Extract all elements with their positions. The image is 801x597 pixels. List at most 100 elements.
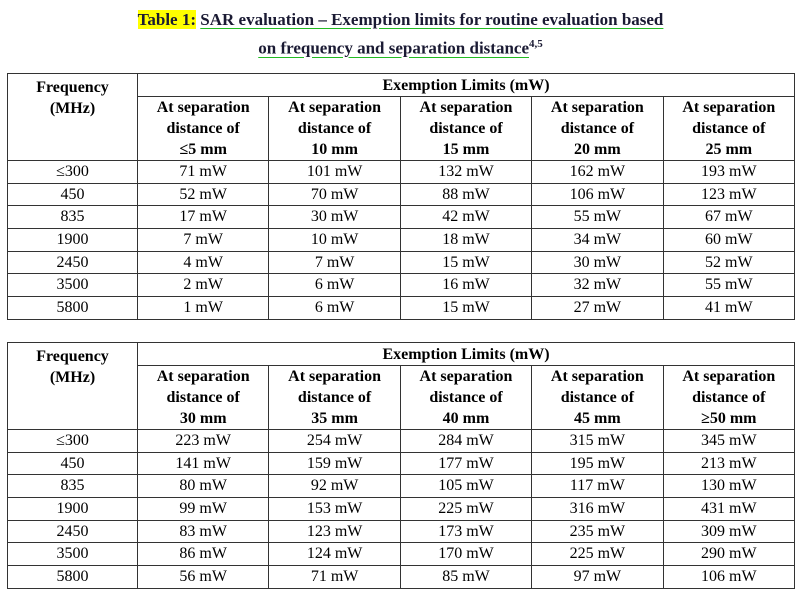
frequency-cell: 3500 xyxy=(7,542,138,567)
table-row: 835 80 mW 92 mW 105 mW 117 mW 130 mW xyxy=(7,474,796,499)
table-caption: Table 1: SAR evaluation – Exemption limi… xyxy=(0,8,801,61)
table-row: 3500 2 mW 6 mW 16 mW 32 mW 55 mW xyxy=(7,273,796,298)
limit-cell: 34 mW xyxy=(531,228,664,252)
limit-cell: 345 mW xyxy=(662,429,796,453)
limit-cell: 284 mW xyxy=(399,429,533,453)
column-header: At separation distance of 25 mm xyxy=(662,96,796,161)
header-line: 35 mm xyxy=(311,410,358,427)
header-line: Frequency xyxy=(36,348,109,365)
limit-cell: 6 mW xyxy=(268,296,401,320)
frequency-cell: 835 xyxy=(7,474,138,499)
caption-text: SAR evaluation – Exemption limits for ro… xyxy=(200,10,664,29)
limit-cell: 193 mW xyxy=(662,160,796,184)
limit-cell: 162 mW xyxy=(531,160,664,184)
header-line: distance of xyxy=(166,120,240,137)
limit-cell: 67 mW xyxy=(662,205,796,230)
table-row: 1900 7 mW 10 mW 18 mW 34 mW 60 mW xyxy=(7,228,796,252)
header-line: 40 mm xyxy=(442,410,490,427)
table-row: ≤300 71 mW 101 mW 132 mW 162 mW 193 mW xyxy=(7,160,796,184)
header-line: distance of xyxy=(429,389,503,406)
limit-cell: 6 mW xyxy=(268,273,401,298)
frequency-cell: 450 xyxy=(7,451,138,476)
header-line: distance of xyxy=(297,120,372,137)
caption-text: on frequency and separation distance xyxy=(258,38,529,58)
limit-cell: 235 mW xyxy=(531,519,664,544)
header-line: distance of xyxy=(692,120,766,137)
header-line: 25 mm xyxy=(705,141,753,158)
header-line: At separation xyxy=(419,368,513,385)
limit-cell: 195 mW xyxy=(531,451,664,476)
limit-cell: 99 mW xyxy=(136,497,270,521)
limit-cell: 159 mW xyxy=(268,451,401,476)
limit-cell: 71 mW xyxy=(268,565,401,589)
header-line: distance of xyxy=(560,120,635,137)
header-line: (MHz) xyxy=(49,369,96,386)
caption-label: Table 1: xyxy=(137,10,197,29)
limit-cell: 4 mW xyxy=(136,250,270,275)
limit-cell: 60 mW xyxy=(662,228,796,252)
group-header-row: Frequency (MHz) Exemption Limits (mW) xyxy=(7,342,796,430)
limit-cell: 30 mW xyxy=(268,205,401,230)
limit-cell: 70 mW xyxy=(268,182,401,207)
header-line: 20 mm xyxy=(574,141,621,158)
header-line: 15 mm xyxy=(442,141,490,158)
header-line: At separation xyxy=(682,99,776,116)
limit-cell: 309 mW xyxy=(662,519,796,544)
frequency-cell: 450 xyxy=(7,182,138,207)
frequency-cell: 5800 xyxy=(7,296,138,320)
limit-cell: 106 mW xyxy=(662,565,796,589)
limit-cell: 56 mW xyxy=(136,565,270,589)
header-line: At separation xyxy=(682,368,776,385)
limit-cell: 10 mW xyxy=(268,228,401,252)
column-header: At separation distance of 45 mm xyxy=(531,365,664,430)
frequency-header: Frequency (MHz) xyxy=(7,342,138,430)
frequency-cell: 3500 xyxy=(7,273,138,298)
limit-cell: 2 mW xyxy=(136,273,270,298)
limit-cell: 316 mW xyxy=(531,497,664,521)
header-line: distance of xyxy=(166,389,240,406)
limit-cell: 7 mW xyxy=(136,228,270,252)
limit-cell: 117 mW xyxy=(531,474,664,499)
limit-cell: 213 mW xyxy=(662,451,796,476)
table-row: 2450 83 mW 123 mW 173 mW 235 mW 309 mW xyxy=(7,519,796,544)
table-row: 450 141 mW 159 mW 177 mW 195 mW 213 mW xyxy=(7,451,796,476)
limit-cell: 141 mW xyxy=(136,451,270,476)
limit-cell: 83 mW xyxy=(136,519,270,544)
limit-cell: 223 mW xyxy=(136,429,270,453)
limit-cell: 30 mW xyxy=(531,250,664,275)
limit-cell: 55 mW xyxy=(531,205,664,230)
limit-cell: 55 mW xyxy=(662,273,796,298)
column-header: At separation distance of 35 mm xyxy=(268,365,401,430)
header-line: 10 mm xyxy=(311,141,358,158)
column-header: At separation distance of 15 mm xyxy=(399,96,533,161)
limit-cell: 431 mW xyxy=(662,497,796,521)
limit-cell: 86 mW xyxy=(136,542,270,567)
table-row: 2450 4 mW 7 mW 15 mW 30 mW 52 mW xyxy=(7,250,796,275)
limit-cell: 88 mW xyxy=(399,182,533,207)
limit-cell: 97 mW xyxy=(531,565,664,589)
limit-cell: 315 mW xyxy=(531,429,664,453)
frequency-cell: 835 xyxy=(7,205,138,230)
table-row: 835 17 mW 30 mW 42 mW 55 mW 67 mW xyxy=(7,205,796,230)
superscript: 4,5 xyxy=(529,38,543,50)
header-line: distance of xyxy=(429,120,503,137)
column-header: At separation distance of 20 mm xyxy=(531,96,664,161)
header-line: At separation xyxy=(288,368,382,385)
limit-cell: 130 mW xyxy=(662,474,796,499)
frequency-cell: 1900 xyxy=(7,497,138,521)
limit-cell: 18 mW xyxy=(399,228,533,252)
limit-cell: 132 mW xyxy=(399,160,533,184)
limit-cell: 85 mW xyxy=(399,565,533,589)
table-row: 450 52 mW 70 mW 88 mW 106 mW 123 mW xyxy=(7,182,796,207)
limit-cell: 225 mW xyxy=(531,542,664,567)
column-header: At separation distance of 30 mm xyxy=(136,365,270,430)
limit-cell: 1 mW xyxy=(136,296,270,320)
limit-cell: 290 mW xyxy=(662,542,796,567)
frequency-cell: 2450 xyxy=(7,519,138,544)
limit-cell: 177 mW xyxy=(399,451,533,476)
limit-cell: 71 mW xyxy=(136,160,270,184)
limit-cell: 123 mW xyxy=(662,182,796,207)
limit-cell: 7 mW xyxy=(268,250,401,275)
group-header: Exemption Limits (mW) xyxy=(136,342,796,366)
table-row: 5800 56 mW 71 mW 85 mW 97 mW 106 mW xyxy=(7,565,796,589)
